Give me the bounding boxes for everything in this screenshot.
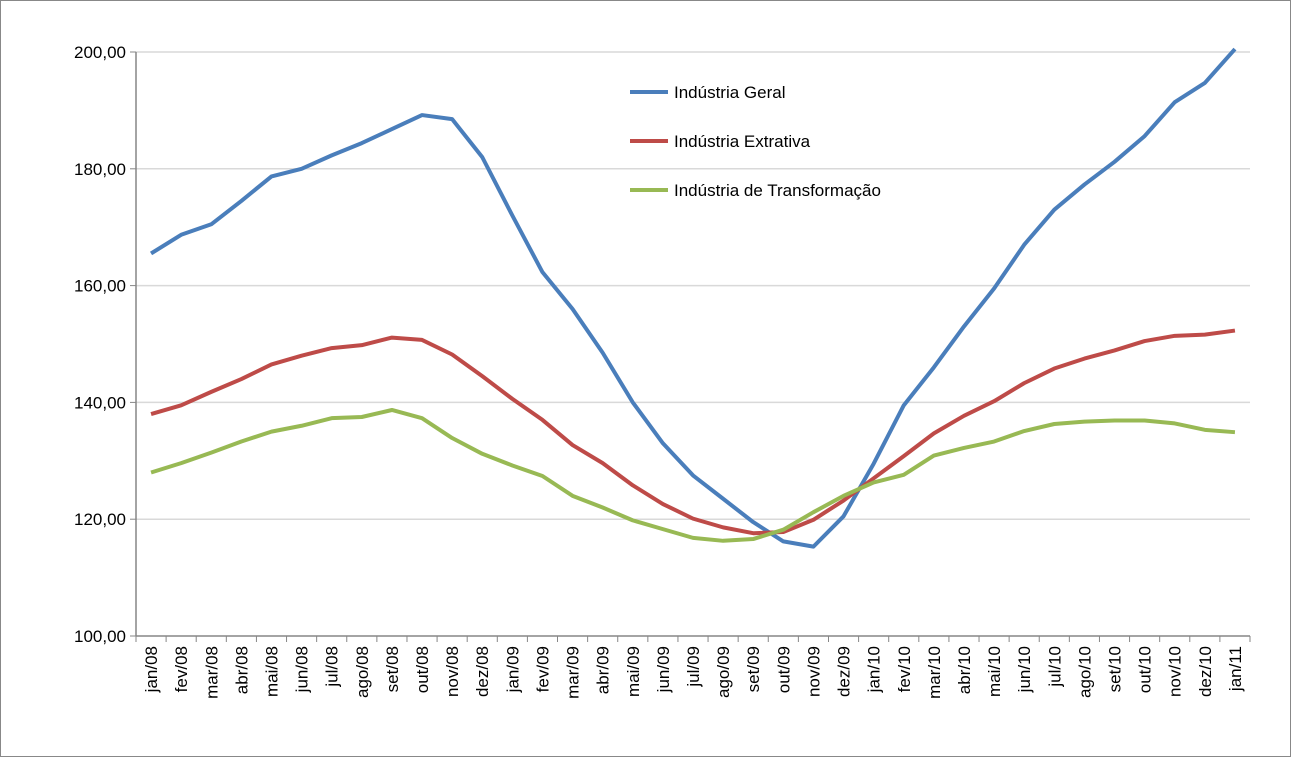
x-tick-label: abr/08 [232, 646, 251, 694]
x-tick-label: jan/11 [1226, 646, 1245, 692]
x-tick-label: ago/10 [1075, 646, 1094, 698]
x-tick-label: jan/08 [142, 646, 161, 693]
x-tick-label: nov/10 [1166, 646, 1185, 697]
x-tick-label: fev/10 [895, 646, 914, 692]
x-tick-label: dez/10 [1196, 646, 1215, 697]
x-tick-label: nov/09 [804, 646, 823, 697]
legend-label: Indústria de Transformação [674, 181, 881, 200]
x-tick-label: jun/09 [654, 646, 673, 693]
x-tick-label: mai/08 [262, 646, 281, 697]
x-tick-label: jan/09 [503, 646, 522, 693]
x-tick-label: jan/10 [865, 646, 884, 693]
x-tick-label: ago/09 [714, 646, 733, 698]
x-tick-label: out/09 [774, 646, 793, 693]
x-tick-label: jul/08 [323, 646, 342, 688]
x-tick-label: jul/10 [1045, 646, 1064, 688]
x-tick-label: set/10 [1106, 646, 1125, 692]
y-tick-label: 100,00 [74, 627, 126, 646]
y-tick-label: 200,00 [74, 43, 126, 62]
x-tick-label: dez/09 [835, 646, 854, 697]
x-tick-label: ago/08 [353, 646, 372, 698]
x-tick-label: out/10 [1136, 646, 1155, 693]
x-tick-label: mar/09 [564, 646, 583, 699]
x-tick-label: abr/09 [594, 646, 613, 694]
legend-label: Indústria Extrativa [674, 132, 811, 151]
x-tick-label: mar/10 [925, 646, 944, 699]
x-tick-label: jun/08 [293, 646, 312, 693]
series-line [150, 407, 1236, 543]
series-line [150, 328, 1236, 536]
x-tick-label: dez/08 [473, 646, 492, 697]
legend-label: Indústria Geral [674, 83, 786, 102]
y-tick-label: 180,00 [74, 160, 126, 179]
x-tick-label: jun/10 [1015, 646, 1034, 693]
series-line [149, 47, 1237, 549]
x-tick-label: mai/09 [624, 646, 643, 697]
y-tick-label: 120,00 [74, 510, 126, 529]
y-tick-label: 160,00 [74, 277, 126, 296]
x-tick-label: fev/09 [533, 646, 552, 692]
x-tick-label: jul/09 [684, 646, 703, 688]
x-tick-label: fev/08 [172, 646, 191, 692]
x-tick-label: out/08 [413, 646, 432, 693]
x-tick-label: mar/08 [202, 646, 221, 699]
x-tick-label: set/08 [383, 646, 402, 692]
x-tick-label: mai/10 [985, 646, 1004, 697]
x-tick-label: abr/10 [955, 646, 974, 694]
x-tick-label: set/09 [744, 646, 763, 692]
y-tick-label: 140,00 [74, 393, 126, 412]
x-tick-label: nov/08 [443, 646, 462, 697]
